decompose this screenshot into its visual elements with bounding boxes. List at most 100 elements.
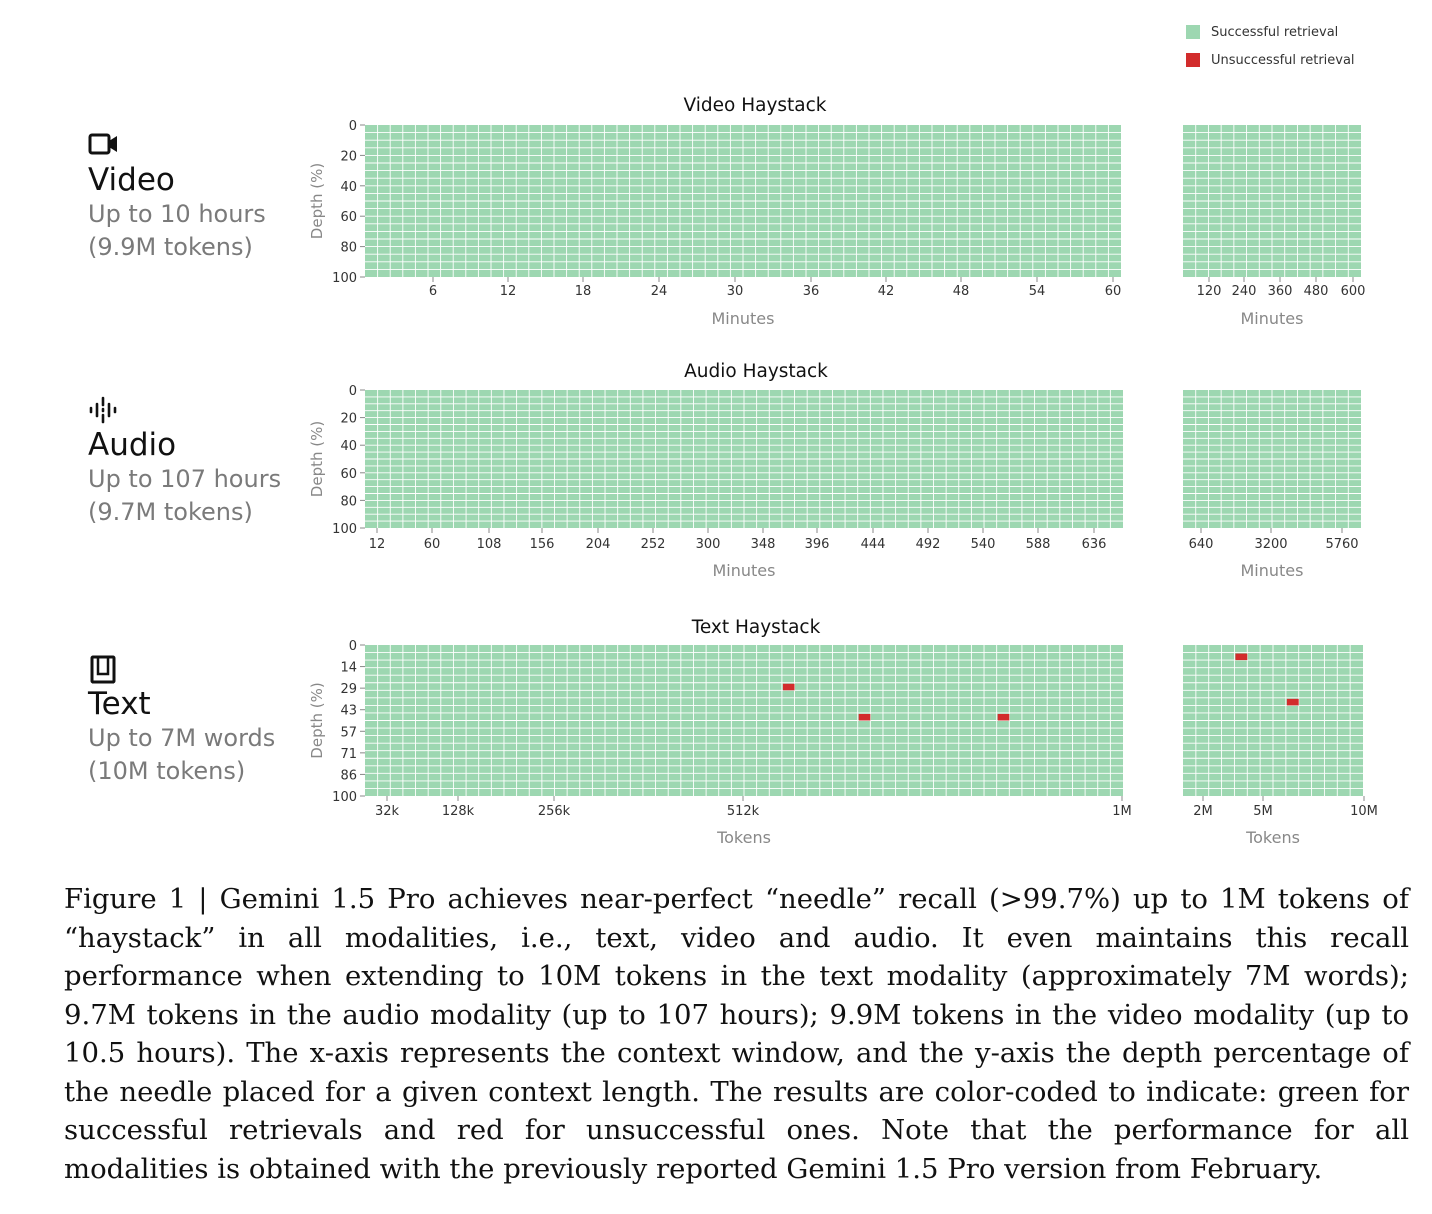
x-tick-label: 300 bbox=[696, 537, 721, 552]
book-icon bbox=[88, 654, 275, 684]
video-camera-icon bbox=[88, 130, 266, 160]
y-tick-label: 60 bbox=[340, 210, 357, 225]
x-tick-label: 5760 bbox=[1325, 537, 1358, 552]
legend-fail-label: Unsuccessful retrieval bbox=[1211, 52, 1355, 68]
x-tick-label: 60 bbox=[424, 537, 441, 552]
modality-duration: Up to 10 hours bbox=[88, 200, 266, 228]
y-tick-label: 43 bbox=[340, 704, 357, 719]
x-tick-label: 12 bbox=[369, 537, 386, 552]
failure-cell bbox=[858, 713, 871, 721]
x-tick-label: 396 bbox=[805, 537, 830, 552]
x-tick-label: 204 bbox=[586, 537, 611, 552]
y-axis-label: Depth (%) bbox=[308, 682, 326, 758]
x-tick-label: 480 bbox=[1304, 284, 1329, 299]
x-tick-label: 240 bbox=[1232, 284, 1257, 299]
y-tick-label: 40 bbox=[340, 180, 357, 195]
modality-tokens: (9.9M tokens) bbox=[88, 233, 253, 261]
x-axis-label: Tokens bbox=[716, 828, 771, 847]
x-tick-label: 600 bbox=[1341, 284, 1366, 299]
x-tick-label: 30 bbox=[727, 284, 744, 299]
x-tick-label: 6 bbox=[429, 284, 437, 299]
x-axis-label: Minutes bbox=[712, 309, 775, 328]
x-tick-label: 588 bbox=[1026, 537, 1051, 552]
y-tick-label: 29 bbox=[340, 682, 357, 697]
y-tick-label: 100 bbox=[332, 522, 357, 537]
modality-title: Text bbox=[88, 686, 151, 722]
modality-duration: Up to 7M words bbox=[88, 724, 276, 752]
modality-audio: Audio Up to 107 hours (9.7M tokens) bbox=[88, 395, 281, 529]
modality-tokens: (9.7M tokens) bbox=[88, 498, 253, 526]
figure-caption: Figure 1 | Gemini 1.5 Pro achieves near-… bbox=[64, 883, 1409, 1185]
x-tick-label: 60 bbox=[1105, 284, 1122, 299]
y-tick-label: 80 bbox=[340, 241, 357, 256]
y-tick-label: 86 bbox=[340, 768, 357, 783]
x-tick-label: 120 bbox=[1197, 284, 1222, 299]
x-tick-label: 1M bbox=[1112, 804, 1132, 819]
x-tick-label: 256k bbox=[538, 804, 571, 819]
y-tick-label: 57 bbox=[340, 725, 357, 740]
legend-success: Successful retrieval bbox=[1186, 18, 1355, 46]
y-tick-label: 0 bbox=[349, 384, 357, 399]
audio-waveform-icon bbox=[88, 395, 281, 425]
y-tick-label: 14 bbox=[340, 661, 357, 676]
legend: Successful retrieval Unsuccessful retrie… bbox=[1186, 18, 1355, 74]
chart-title: Video Haystack bbox=[683, 95, 826, 116]
y-axis-label: Depth (%) bbox=[308, 163, 326, 239]
x-tick-label: 252 bbox=[641, 537, 666, 552]
x-tick-label: 492 bbox=[916, 537, 941, 552]
x-tick-label: 5M bbox=[1253, 804, 1273, 819]
x-tick-label: 36 bbox=[803, 284, 820, 299]
y-tick-label: 20 bbox=[340, 412, 357, 427]
y-tick-label: 100 bbox=[332, 790, 357, 805]
modality-title: Video bbox=[88, 162, 175, 198]
y-axis-label: Depth (%) bbox=[308, 421, 326, 497]
x-axis-label: Minutes bbox=[1241, 309, 1304, 328]
modality-tokens: (10M tokens) bbox=[88, 757, 246, 785]
x-tick-label: 48 bbox=[953, 284, 970, 299]
x-tick-label: 156 bbox=[530, 537, 555, 552]
x-tick-label: 24 bbox=[651, 284, 668, 299]
x-tick-label: 512k bbox=[727, 804, 760, 819]
x-tick-label: 348 bbox=[751, 537, 776, 552]
y-tick-label: 20 bbox=[340, 149, 357, 164]
legend-success-label: Successful retrieval bbox=[1211, 24, 1339, 40]
y-tick-label: 71 bbox=[340, 747, 357, 762]
modality-video: Video Up to 10 hours (9.9M tokens) bbox=[88, 130, 266, 264]
y-tick-label: 0 bbox=[349, 639, 357, 654]
x-axis-label: Tokens bbox=[1245, 828, 1300, 847]
legend-success-swatch bbox=[1186, 25, 1200, 39]
failure-cell bbox=[782, 683, 795, 691]
legend-fail-swatch bbox=[1186, 53, 1200, 67]
x-tick-label: 640 bbox=[1189, 537, 1214, 552]
y-tick-label: 100 bbox=[332, 271, 357, 286]
x-tick-label: 540 bbox=[971, 537, 996, 552]
x-axis-label: Minutes bbox=[713, 561, 776, 580]
x-axis-label: Minutes bbox=[1241, 561, 1304, 580]
modality-text: Text Up to 7M words (10M tokens) bbox=[88, 654, 275, 788]
y-tick-label: 0 bbox=[349, 119, 357, 134]
failure-cell bbox=[1286, 698, 1299, 706]
x-tick-label: 360 bbox=[1268, 284, 1293, 299]
modality-title: Audio bbox=[88, 427, 177, 463]
x-tick-label: 444 bbox=[861, 537, 886, 552]
x-tick-label: 128k bbox=[442, 804, 475, 819]
chart-title: Audio Haystack bbox=[684, 361, 828, 382]
x-tick-label: 54 bbox=[1029, 284, 1046, 299]
x-tick-label: 108 bbox=[477, 537, 502, 552]
x-tick-label: 636 bbox=[1082, 537, 1107, 552]
y-tick-label: 60 bbox=[340, 467, 357, 482]
x-tick-label: 2M bbox=[1193, 804, 1213, 819]
x-tick-label: 32k bbox=[375, 804, 400, 819]
x-tick-label: 12 bbox=[500, 284, 517, 299]
x-tick-label: 18 bbox=[575, 284, 592, 299]
failure-cell bbox=[997, 713, 1010, 721]
modality-duration: Up to 107 hours bbox=[88, 465, 282, 493]
legend-fail: Unsuccessful retrieval bbox=[1186, 46, 1355, 74]
failure-cell bbox=[1235, 653, 1248, 661]
y-tick-label: 40 bbox=[340, 439, 357, 454]
x-tick-label: 10M bbox=[1350, 804, 1378, 819]
x-tick-label: 42 bbox=[878, 284, 895, 299]
chart-title: Text Haystack bbox=[691, 617, 821, 638]
y-tick-label: 80 bbox=[340, 494, 357, 509]
